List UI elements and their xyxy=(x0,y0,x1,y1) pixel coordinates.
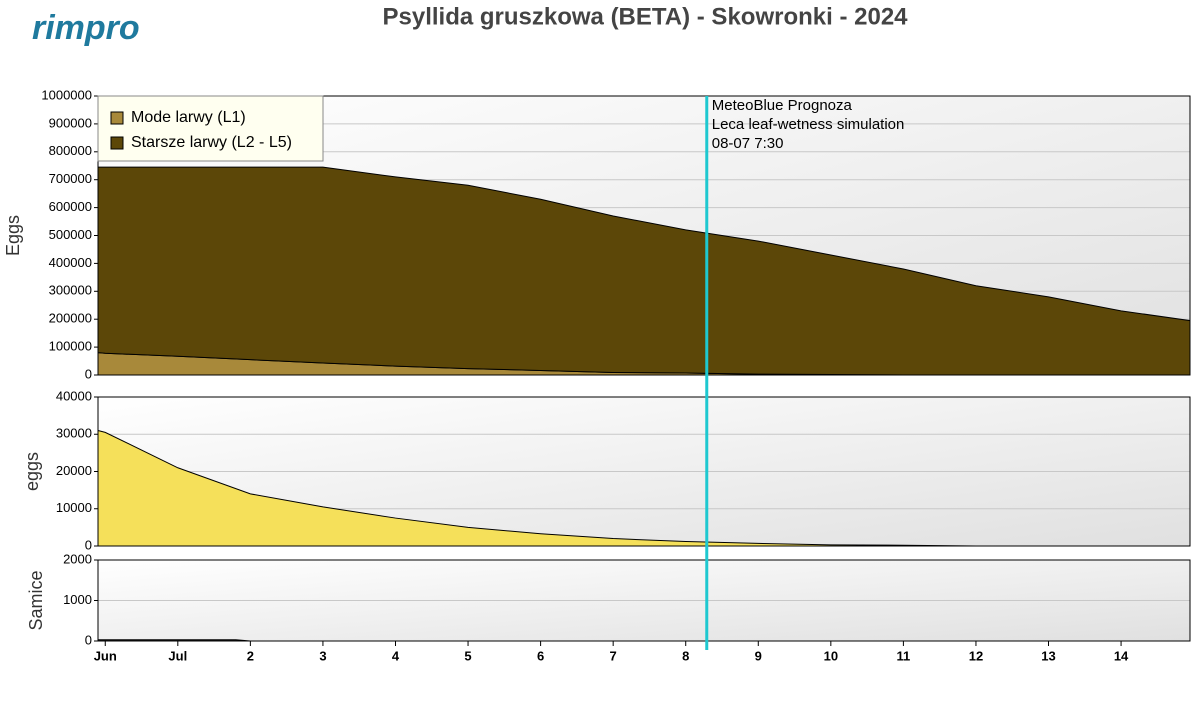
x-tick-label: 4 xyxy=(392,648,400,663)
y-tick-label: 0 xyxy=(85,366,92,381)
forecast-label: MeteoBlue Prognoza xyxy=(712,97,853,114)
y-tick-label: 700000 xyxy=(49,171,92,186)
legend-label: Mode larwy (L1) xyxy=(131,109,246,126)
y-tick-label: 10000 xyxy=(56,500,92,515)
x-tick-label: 2 xyxy=(247,648,254,663)
legend-swatch xyxy=(110,136,124,150)
x-tick-label: 6 xyxy=(537,648,544,663)
legend-swatch xyxy=(110,111,124,125)
x-tick-label: Jun xyxy=(94,648,117,663)
y-tick-label: 40000 xyxy=(56,388,92,403)
x-tick-label: 12 xyxy=(969,648,983,663)
legend-box xyxy=(97,95,324,162)
y-tick-label: 0 xyxy=(85,537,92,552)
y-tick-label: 20000 xyxy=(56,463,92,478)
plot-frame xyxy=(97,396,1191,547)
x-tick-label: 3 xyxy=(319,648,326,663)
y-tick-label: 30000 xyxy=(56,426,92,441)
forecast-label: Leca leaf-wetness simulation xyxy=(712,116,905,133)
y-tick-label: 600000 xyxy=(49,199,92,214)
legend-label: Starsze larwy (L2 - L5) xyxy=(131,134,292,151)
y-tick-label: 500000 xyxy=(49,227,92,242)
x-tick-label: 14 xyxy=(1114,648,1129,663)
plot-frame xyxy=(97,559,1191,642)
y-tick-label: 1000 xyxy=(63,592,92,607)
logo[interactable]: rimpro xyxy=(32,9,140,47)
x-tick-label: 9 xyxy=(755,648,762,663)
y-tick-label: 0 xyxy=(85,632,92,647)
forecast-label: 08-07 7:30 xyxy=(712,135,784,152)
x-tick-label: 8 xyxy=(682,648,689,663)
x-tick-label: Jul xyxy=(168,648,187,663)
y-tick-label: 2000 xyxy=(63,551,92,566)
y-tick-label: 200000 xyxy=(49,311,92,326)
y-axis-label: Samice xyxy=(26,570,46,630)
x-tick-label: 13 xyxy=(1041,648,1055,663)
x-tick-label: 11 xyxy=(897,648,911,663)
legend: Mode larwy (L1) Starsze larwy (L2 - L5) xyxy=(97,95,324,162)
x-tick-label: 5 xyxy=(464,648,471,663)
y-tick-label: 400000 xyxy=(49,255,92,270)
chart-title: Psyllida gruszkowa (BETA) - Skowronki - … xyxy=(382,3,908,30)
y-axis-label: Eggs xyxy=(3,215,23,256)
plot-frame xyxy=(97,95,1191,376)
y-axis-label: eggs xyxy=(22,452,42,491)
y-tick-label: 900000 xyxy=(49,115,92,130)
y-tick-label: 800000 xyxy=(49,143,92,158)
y-tick-label: 300000 xyxy=(49,283,92,298)
x-tick-label: 7 xyxy=(610,648,617,663)
y-tick-label: 1000000 xyxy=(41,87,92,102)
x-tick-label: 10 xyxy=(824,648,838,663)
y-tick-label: 100000 xyxy=(49,339,92,354)
